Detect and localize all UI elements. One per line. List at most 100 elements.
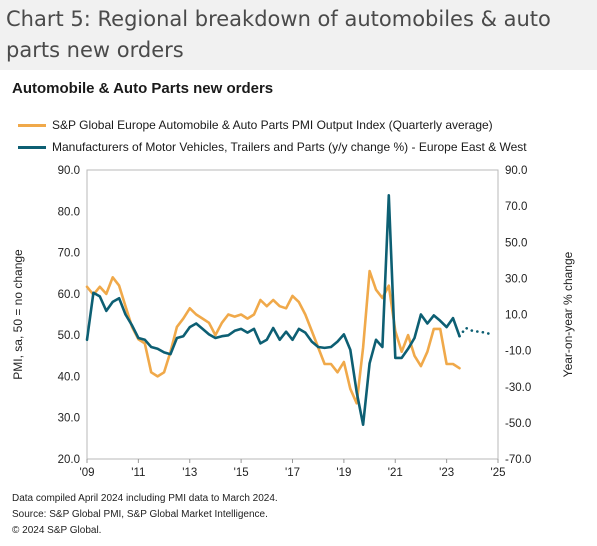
right-axis-tick-label: 70.0 [505, 201, 527, 213]
data-point-pmi [86, 286, 88, 288]
data-point-manufacturers [214, 337, 216, 339]
data-point-manufacturers [304, 332, 306, 334]
x-axis-tick-label: '23 [439, 467, 454, 479]
data-point-pmi [99, 286, 101, 288]
data-point-pmi [246, 318, 249, 320]
data-point-pmi [356, 402, 358, 404]
data-point-manufacturers [246, 332, 249, 334]
series-manufacturers [85, 194, 493, 426]
left-axis-tick-label: 50.0 [58, 330, 80, 342]
data-point-manufacturers [369, 362, 371, 364]
series-line-pmi [85, 269, 461, 405]
data-point-manufacturers [401, 357, 403, 359]
right-axis-tick-label: -10.0 [505, 346, 531, 358]
data-point-manufacturers [195, 322, 197, 325]
data-point-pmi [362, 346, 364, 349]
right-axis-tick-label: -70.0 [505, 454, 531, 466]
data-point-manufacturers [182, 335, 184, 337]
data-point-manufacturers [86, 339, 88, 341]
legend-label-manufacturers: Manufacturers of Motor Vehicles, Trailer… [52, 140, 527, 154]
left-axis-tick-label: 30.0 [58, 413, 80, 425]
data-point-pmi [439, 328, 441, 330]
left-axis-title: PMI, sa, 50 = no change [11, 249, 25, 380]
data-point-pmi [298, 301, 300, 303]
series-pmi [85, 269, 461, 405]
data-point-manufacturers [118, 297, 120, 299]
data-point-manufacturers [439, 320, 441, 322]
data-point-pmi [240, 313, 242, 316]
data-point-pmi [407, 334, 409, 336]
legend: S&P Global Europe Automobile & Auto Part… [18, 114, 527, 158]
data-point-manufacturers [285, 331, 287, 333]
data-point-manufacturers [253, 328, 255, 330]
data-point-manufacturers [131, 324, 133, 326]
x-axis-tick-label: '11 [131, 467, 145, 479]
data-point-pmi [330, 363, 332, 365]
data-point-manufacturers [388, 194, 390, 196]
data-point-pmi [420, 365, 422, 367]
data-point-manufacturers [407, 348, 409, 350]
data-point-manufacturers [259, 342, 261, 344]
data-point-pmi [401, 351, 403, 353]
data-point-manufacturers [234, 330, 236, 332]
data-point-pmi [208, 322, 210, 324]
data-point-manufacturers [394, 357, 396, 359]
data-point-pmi [182, 318, 184, 320]
data-point-manufacturers [150, 346, 152, 348]
x-axis-tick-label: '17 [285, 467, 300, 479]
data-point-pmi [433, 328, 435, 330]
data-point-pmi [311, 330, 313, 332]
data-point-manufacturers [112, 301, 114, 303]
data-point-manufacturers [137, 337, 139, 339]
data-point-manufacturers [446, 326, 448, 328]
data-point-manufacturers [272, 327, 274, 329]
data-point-manufacturers [362, 424, 364, 426]
data-point-pmi [279, 305, 281, 307]
data-point-pmi [336, 371, 339, 373]
left-axis-tick-label: 40.0 [58, 371, 80, 383]
legend-item-pmi: S&P Global Europe Automobile & Auto Part… [18, 114, 527, 136]
data-point-manufacturers [311, 341, 313, 343]
legend-swatch-manufacturers [18, 145, 46, 149]
footnote-line-1: Data compiled April 2024 including PMI d… [12, 493, 278, 504]
footnote-line-3: © 2024 S&P Global. [12, 525, 102, 536]
header-band [0, 0, 597, 70]
left-axis-tick-label: 90.0 [58, 165, 80, 177]
data-point-manufacturers [426, 322, 428, 325]
data-point-pmi [176, 326, 178, 328]
data-point-pmi [253, 313, 255, 316]
chart-title: Automobile & Auto Parts new orders [12, 80, 274, 97]
data-point-manufacturers [330, 346, 332, 348]
data-point-pmi [349, 388, 351, 390]
data-point-manufacturers [381, 346, 383, 348]
data-point-manufacturers [279, 339, 281, 341]
data-point-manufacturers [124, 313, 127, 316]
right-axis-tick-label: 30.0 [505, 273, 527, 285]
data-point-manufacturers [105, 310, 107, 312]
data-point-manufacturers [317, 346, 319, 348]
right-axis-tick-label: -30.0 [505, 382, 531, 394]
data-point-pmi [112, 276, 114, 278]
data-point-manufacturers [169, 353, 172, 355]
plot-frame [86, 169, 499, 460]
data-point-manufacturers [202, 328, 204, 330]
data-point-pmi [221, 322, 223, 324]
series-line-manufacturers [85, 194, 461, 426]
left-axis-tick-label: 60.0 [58, 289, 80, 301]
x-axis-tick-label: '15 [234, 467, 249, 479]
data-point-manufacturers [266, 339, 268, 341]
x-axis-tick-label: '19 [336, 467, 351, 479]
series-forecast-line-manufacturers [458, 326, 493, 338]
data-point-pmi [324, 363, 326, 365]
data-point-manufacturers [413, 337, 416, 339]
data-point-manufacturers [349, 349, 351, 351]
x-axis-tick-label: '21 [388, 467, 403, 479]
footnote-line-2: Source: S&P Global PMI, S&P Global Marke… [12, 509, 268, 520]
data-point-pmi [150, 371, 152, 373]
left-axis-tick-label: 80.0 [58, 206, 80, 218]
data-point-pmi [195, 313, 197, 316]
data-point-manufacturers [433, 314, 435, 316]
data-point-manufacturers [298, 328, 300, 330]
data-point-pmi [285, 307, 287, 309]
